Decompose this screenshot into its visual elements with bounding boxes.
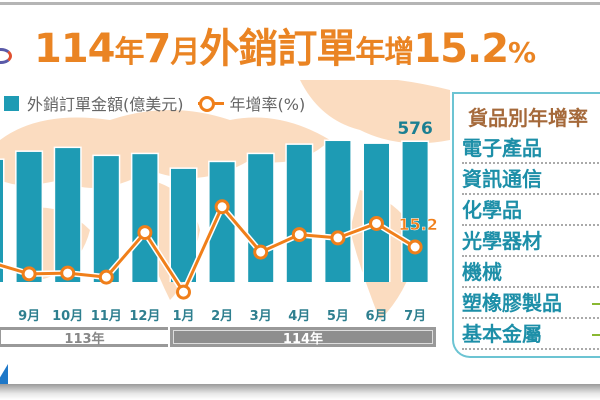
category-item: 基本金屬 (462, 320, 600, 350)
category-label: 化學品 (462, 198, 522, 222)
month-tick-label: 3月 (250, 309, 272, 324)
category-growth-panel: 貨品別年增率 電子產品資訊通信化學品光學器材機械塑橡膠製品基本金屬 (452, 92, 600, 358)
category-label: 基本金屬 (462, 322, 542, 346)
category-item: 資訊通信 (462, 165, 600, 195)
bar-legend-label: 外銷訂單金額(億美元) (27, 95, 184, 114)
category-item: 化學品 (462, 196, 600, 226)
bar (286, 144, 312, 282)
panel-title: 貨品別年增率 (468, 106, 588, 130)
category-label: 機械 (462, 260, 502, 284)
year-group-114: 114年 (170, 327, 436, 347)
bottom-shadow (0, 384, 600, 400)
growth-point (21, 266, 37, 282)
corner-triangle-decoration (0, 364, 8, 384)
title-value: 15.2 (413, 26, 509, 72)
bar-legend-swatch (4, 95, 19, 111)
bar (16, 151, 42, 282)
title-subject: 外銷訂單 (199, 26, 356, 72)
chart-legend: 外銷訂單金額(億美元) 年增率(%) (4, 91, 305, 115)
page-title: 114年7月外銷訂單年增15.2% (34, 26, 536, 76)
bar (171, 168, 196, 282)
category-label: 光學器材 (462, 229, 542, 253)
growth-point (330, 230, 346, 246)
bar (132, 154, 158, 282)
bar (364, 143, 389, 282)
category-label: 資訊通信 (462, 167, 542, 191)
bar (248, 154, 274, 282)
category-item: 機械 (462, 258, 600, 288)
month-tick-label: 9月 (18, 309, 40, 324)
growth-point (369, 215, 384, 231)
category-label: 塑橡膠製品 (462, 291, 562, 315)
title-pct: % (508, 36, 536, 69)
growth-point (98, 269, 114, 285)
title-month: 7 (143, 26, 172, 72)
bar (402, 142, 428, 282)
growth-point (253, 244, 269, 260)
month-tick-label: 5月 (327, 309, 349, 324)
growth-point (407, 239, 423, 255)
bar-data-label: 576 (397, 119, 433, 139)
month-tick-label: 4月 (288, 309, 310, 324)
title-year-unit: 年 (114, 35, 145, 70)
combo-chart: 9月 10月 11月 12月 1月 2月 3月 4月 5月 6月 7月 576 15.2 (0, 119, 438, 324)
title-month-unit: 月 (170, 35, 200, 70)
line-legend-label: 年增率(%) (229, 95, 306, 114)
year-group-113: 113年 (0, 327, 168, 347)
growth-point (214, 199, 230, 215)
negative-dash-mark (592, 303, 600, 305)
bar (93, 156, 119, 282)
bar (325, 141, 351, 282)
negative-dash-mark (592, 334, 600, 336)
month-tick-label: 10月 (52, 309, 83, 324)
month-tick-label: 12月 (129, 309, 160, 324)
category-item: 塑橡膠製品 (462, 289, 600, 319)
logo-icon (0, 48, 12, 64)
growth-point (291, 227, 307, 243)
growth-point (60, 265, 76, 281)
line-data-label: 15.2 (398, 215, 437, 234)
growth-point (137, 225, 153, 241)
category-item: 電子產品 (462, 134, 600, 164)
month-tick-label: 2月 (211, 309, 233, 324)
category-label: 電子產品 (462, 136, 542, 160)
line-legend-marker (197, 96, 224, 112)
bar (55, 148, 81, 282)
month-tick-label: 7月 (404, 309, 426, 324)
growth-point (176, 284, 191, 300)
title-growth-label: 年增 (355, 35, 414, 70)
top-divider (0, 2, 600, 5)
month-tick-label: 11月 (91, 309, 122, 324)
bar (0, 159, 3, 282)
month-tick-label: 6月 (365, 309, 387, 324)
title-year: 114 (34, 26, 115, 72)
category-item: 光學器材 (462, 227, 600, 257)
month-tick-label: 1月 (172, 309, 194, 324)
